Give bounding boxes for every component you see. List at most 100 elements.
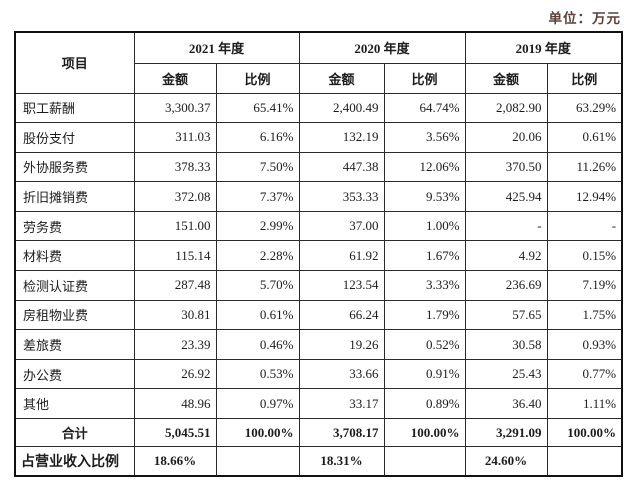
amount-cell: 18.31%	[298, 446, 385, 477]
table-row: 股份支付 311.03 6.16% 132.19 3.56% 20.06 0.61%	[14, 122, 623, 153]
ratio-cell: 12.94%	[546, 181, 623, 212]
ratio-cell: 7.19%	[546, 270, 623, 301]
column-header-year-2020: 2020 年度	[298, 31, 466, 64]
table-header-sub-row: 金额 比例 金额 比例 金额 比例	[15, 62, 623, 94]
ratio-cell: 1.11%	[546, 388, 623, 420]
row-item-label: 折旧摊销费	[14, 181, 135, 212]
column-header-year-2021: 2021 年度	[133, 31, 300, 64]
row-item-label: 占营业收入比例	[14, 446, 135, 477]
ratio-cell: 6.16%	[215, 122, 300, 153]
ratio-cell: 64.74%	[383, 92, 466, 124]
ratio-cell: 0.61%	[546, 122, 623, 153]
ratio-cell: 1.75%	[546, 299, 623, 331]
amount-cell: -	[464, 210, 548, 242]
ratio-cell: 1.67%	[383, 240, 466, 272]
ratio-cell: 0.97%	[215, 388, 300, 420]
ratio-cell	[215, 446, 300, 477]
amount-cell: 132.19	[298, 122, 385, 153]
ratio-cell: 5.70%	[215, 270, 300, 301]
amount-cell: 37.00	[298, 210, 385, 242]
amount-cell: 378.33	[133, 151, 217, 183]
row-item-label: 房租物业费	[14, 299, 135, 331]
table-row: 外协服务费 378.33 7.50% 447.38 12.06% 370.50 11.26%	[14, 151, 623, 183]
amount-cell: 18.66%	[133, 446, 217, 477]
amount-cell: 4.92	[464, 240, 548, 272]
ratio-cell: 0.15%	[546, 240, 623, 272]
amount-cell: 5,045.51	[133, 418, 217, 448]
ratio-cell: 2.99%	[215, 210, 300, 242]
amount-cell: 33.17	[298, 388, 385, 420]
amount-cell: 3,708.17	[298, 418, 385, 448]
ratio-cell: 100.00%	[546, 418, 623, 448]
amount-cell: 25.43	[464, 358, 548, 390]
amount-cell: 115.14	[133, 240, 217, 272]
amount-cell: 353.33	[298, 181, 385, 212]
table-row: 材料费 115.14 2.28% 61.92 1.67% 4.92 0.15%	[14, 240, 623, 272]
ratio-cell: 2.28%	[215, 240, 300, 272]
column-header-amount-2021: 金额	[133, 62, 217, 94]
row-item-label: 股份支付	[14, 122, 135, 153]
total-row: 合计 5,045.51 100.00% 3,708.17 100.00% 3,291.09…	[14, 418, 623, 448]
ratio-cell: 9.53%	[383, 181, 466, 212]
ratio-cell: 0.77%	[546, 358, 623, 390]
amount-cell: 19.26	[298, 329, 385, 360]
table-row: 检测认证费 287.48 5.70% 123.54 3.33% 236.69 7.19%	[14, 270, 623, 301]
amount-cell: 3,300.37	[133, 92, 217, 124]
amount-cell: 236.69	[464, 270, 548, 301]
amount-cell: 26.92	[133, 358, 217, 390]
ratio-cell: 0.89%	[383, 388, 466, 420]
cost-breakdown-table: 项目 2021 年度 2020 年度 2019 年度 金额 比例 金额 比例 金…	[14, 31, 624, 477]
amount-cell: 61.92	[298, 240, 385, 272]
table-row: 房租物业费 30.81 0.61% 66.24 1.79% 57.65 1.75%	[14, 299, 623, 331]
amount-cell: 447.38	[298, 151, 385, 183]
ratio-cell	[546, 446, 623, 477]
amount-cell: 311.03	[133, 122, 217, 153]
amount-cell: 20.06	[464, 122, 548, 153]
amount-cell: 425.94	[464, 181, 548, 212]
ratio-cell: 11.26%	[546, 151, 623, 183]
row-item-label: 外协服务费	[14, 151, 135, 183]
table-row: 职工薪酬 3,300.37 65.41% 2,400.49 64.74% 2,082.90…	[14, 92, 623, 124]
unit-label: 单位：万元	[548, 11, 621, 26]
ratio-cell: 3.33%	[383, 270, 466, 301]
ratio-cell	[383, 446, 466, 477]
table-row: 劳务费 151.00 2.99% 37.00 1.00% - -	[14, 210, 623, 242]
table-header-year-row: 项目 2021 年度 2020 年度 2019 年度	[14, 31, 623, 94]
ratio-cell: 12.06%	[383, 151, 466, 183]
row-item-label: 合计	[14, 418, 135, 448]
amount-cell: 3,291.09	[464, 418, 548, 448]
column-header-year-2019: 2019 年度	[464, 31, 623, 64]
amount-cell: 2,400.49	[298, 92, 385, 124]
ratio-cell: 0.52%	[383, 329, 466, 360]
row-item-label: 材料费	[14, 240, 135, 272]
ratio-cell: 7.37%	[215, 181, 300, 212]
amount-cell: 30.58	[464, 329, 548, 360]
row-item-label: 其他	[14, 388, 135, 420]
column-header-ratio-2019: 比例	[546, 62, 623, 94]
amount-cell: 30.81	[133, 299, 217, 331]
ratio-cell: 100.00%	[215, 418, 300, 448]
amount-cell: 2,082.90	[464, 92, 548, 124]
amount-cell: 66.24	[298, 299, 385, 331]
ratio-cell: 0.91%	[383, 358, 466, 390]
amount-cell: 287.48	[133, 270, 217, 301]
ratio-cell: 100.00%	[383, 418, 466, 448]
ratio-cell: 65.41%	[215, 92, 300, 124]
amount-cell: 36.40	[464, 388, 548, 420]
ratio-cell: 0.61%	[215, 299, 300, 331]
amount-cell: 24.60%	[464, 446, 548, 477]
column-header-item: 项目	[14, 31, 135, 94]
row-item-label: 办公费	[14, 358, 135, 390]
amount-cell: 48.96	[133, 388, 217, 420]
ratio-cell: 0.93%	[546, 329, 623, 360]
column-header-amount-2019: 金额	[464, 62, 548, 94]
ratio-cell: 7.50%	[215, 151, 300, 183]
ratio-cell: 63.29%	[546, 92, 623, 124]
amount-cell: 33.66	[298, 358, 385, 390]
column-header-amount-2020: 金额	[298, 62, 385, 94]
row-item-label: 检测认证费	[14, 270, 135, 301]
amount-cell: 23.39	[133, 329, 217, 360]
table-row: 差旅费 23.39 0.46% 19.26 0.52% 30.58 0.93%	[14, 329, 623, 360]
amount-cell: 57.65	[464, 299, 548, 331]
row-item-label: 劳务费	[14, 210, 135, 242]
